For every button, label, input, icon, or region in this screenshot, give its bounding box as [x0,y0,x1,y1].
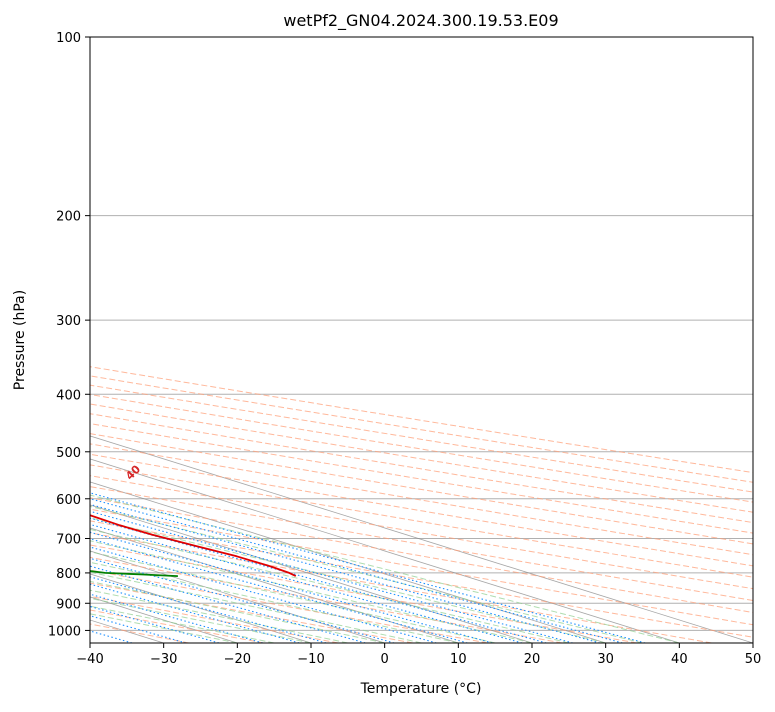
y-tick-label: 300 [56,314,81,329]
y-tick-label: 800 [56,567,81,582]
axes: −40 −30 −20 −10 0 10 20 30 40 50 100 200 300 400 500 60… [48,31,761,667]
dry-adiabat [90,464,753,578]
mixing-ratio-line [90,538,468,643]
plot-frame [89,36,754,644]
dry-adiabat [90,497,753,614]
x-tick-label: 0 [381,652,389,667]
moist-adiabat [90,540,533,643]
dry-adiabat [90,532,712,643]
y-tick-label: 900 [56,597,81,612]
mixing-ratio-line [90,531,493,643]
mixing-ratio-line [90,546,437,643]
moist-adiabat [90,517,606,643]
x-tick-label: 50 [745,652,762,667]
isotherm-line [90,481,606,643]
x-tick-label: −10 [297,652,324,667]
data-lines [90,514,297,577]
y-tick-label: 500 [56,446,81,461]
x-tick-label: −40 [76,652,103,667]
plot-background [90,37,753,643]
x-axis-label: Temperature (°C) [360,681,482,697]
temperature-profile-line [90,514,297,577]
y-tick-label: 200 [56,210,81,225]
dry-adiabat [90,413,753,524]
y-tick-label: 600 [56,493,81,508]
isotherm-line [90,527,459,643]
x-tick-label: 30 [597,652,614,667]
background-lines [90,37,753,643]
dry-adiabat [90,520,753,638]
dry-adiabat [90,569,488,643]
moist-adiabat [90,551,496,643]
dry-adiabat [90,433,753,545]
moist-adiabat [90,561,459,643]
chart-title: wetPf2_GN04.2024.300.19.53.E09 [283,11,558,31]
moist-adiabat [90,589,348,643]
dry-adiabat [90,595,339,643]
dry-adiabat [90,556,563,643]
y-tick-label: 400 [56,388,81,403]
x-tick-label: 20 [524,652,541,667]
moist-adiabat [90,580,385,643]
dry-adiabat [90,475,753,590]
y-tick-label: 100 [56,31,81,46]
mixing-ratio-line [90,517,547,643]
isotherm-line [90,458,680,643]
moist-adiabat [90,505,643,643]
moist-adiabat [90,597,312,643]
x-tick-label: 40 [671,652,688,667]
isotherm-line [90,435,753,643]
dry-adiabat [90,443,753,556]
y-tick-label: 1000 [48,624,81,639]
dry-adiabat [90,403,753,513]
x-tick-label: −20 [224,652,251,667]
dry-adiabat [90,393,753,503]
y-axis-label: Pressure (hPa) [12,290,28,390]
x-tick-label: 10 [450,652,467,667]
y-tick-label: 700 [56,533,81,548]
mixing-ratio-line [90,523,523,643]
x-tick-label: −30 [150,652,177,667]
mixing-ratio-line [90,492,646,643]
